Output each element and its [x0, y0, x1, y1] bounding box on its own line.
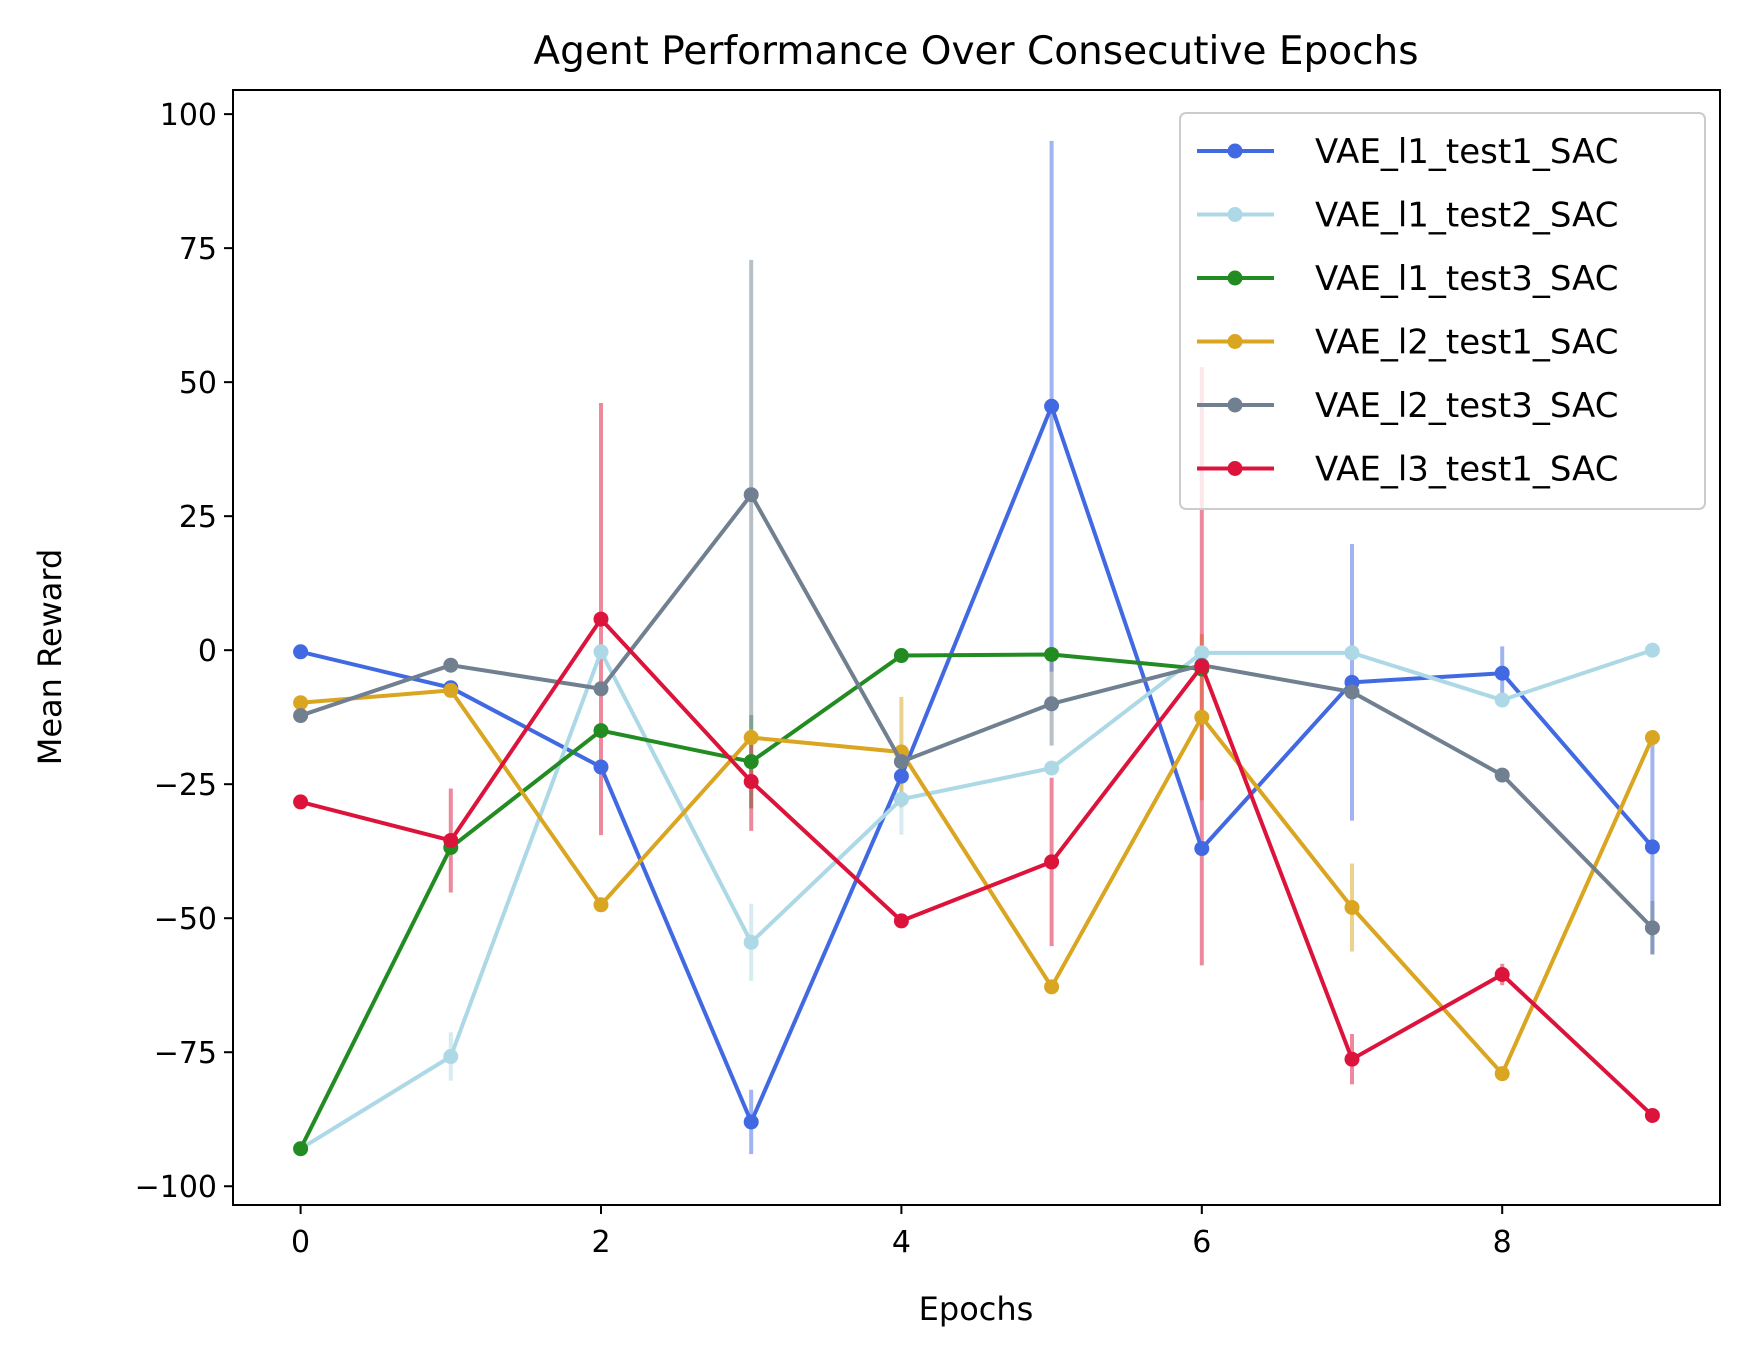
legend-label: VAE_l1_test2_SAC — [1315, 196, 1618, 236]
data-point — [293, 695, 309, 711]
series-line — [300, 688, 1655, 1076]
data-point — [443, 682, 459, 698]
legend-label: VAE_l1_test3_SAC — [1315, 259, 1618, 299]
data-point — [1194, 709, 1210, 725]
data-point — [1494, 692, 1510, 708]
data-point — [893, 754, 909, 770]
y-tick-label: −100 — [135, 1170, 217, 1205]
y-tick-label: 50 — [179, 366, 217, 401]
x-tick-label: 2 — [591, 1225, 610, 1260]
data-point — [743, 754, 759, 770]
data-point — [1494, 767, 1510, 783]
data-point — [593, 644, 609, 660]
data-point — [1494, 1066, 1510, 1082]
data-point — [1494, 966, 1510, 982]
data-point — [1044, 854, 1060, 870]
data-point — [593, 723, 609, 739]
data-point — [1344, 684, 1360, 700]
data-point — [1044, 646, 1060, 662]
legend-marker — [1227, 461, 1243, 476]
legend: VAE_l1_test1_SAC VAE_l1_test2_SAC VAE_l1_t… — [1179, 112, 1706, 510]
data-point — [443, 1049, 459, 1065]
x-axis-label: Epochs — [919, 1290, 1034, 1328]
y-tick-label: 75 — [179, 232, 217, 267]
legend-marker — [1227, 143, 1243, 159]
series-line — [299, 492, 1654, 930]
y-tick-label: 25 — [179, 500, 217, 535]
legend-marker — [1227, 270, 1243, 286]
y-tick-label: −75 — [154, 1036, 217, 1071]
data-point — [293, 1141, 309, 1157]
data-point — [1194, 645, 1210, 661]
legend-marker — [1227, 207, 1243, 222]
data-point — [1044, 979, 1060, 995]
data-point — [1194, 841, 1210, 857]
series-line — [300, 617, 1654, 1117]
data-point — [1644, 642, 1660, 658]
legend-label: VAE_l1_test1_SAC — [1315, 132, 1618, 172]
x-tick-label: 8 — [1493, 1225, 1512, 1260]
data-point — [443, 832, 459, 848]
x-tick-label: 0 — [291, 1225, 310, 1260]
legend-marker — [1227, 334, 1243, 349]
data-point — [893, 768, 909, 784]
y-tick-label: 100 — [160, 98, 217, 133]
data-point — [593, 897, 609, 913]
x-tick-label: 4 — [892, 1225, 911, 1260]
chart-title: Agent Performance Over Consecutive Epoch… — [533, 29, 1418, 74]
data-point — [743, 1114, 759, 1130]
data-point — [1644, 1107, 1660, 1123]
x-tick-label: 6 — [1192, 1225, 1211, 1260]
data-point — [593, 611, 609, 627]
axes-frame — [232, 89, 1721, 1206]
data-point — [1644, 839, 1660, 855]
data-point — [1644, 730, 1660, 746]
data-point — [1044, 398, 1060, 414]
series-line — [299, 648, 1654, 1151]
data-point — [1494, 665, 1510, 681]
data-point — [293, 644, 309, 660]
plot-area: 0 2 4 6 8 −100 −75 −50 −25 0 25 50 75 100 — [135, 89, 1721, 1260]
data-point — [1194, 658, 1210, 674]
data-point — [443, 657, 459, 673]
data-point — [593, 681, 609, 697]
data-point — [743, 934, 759, 950]
data-point — [293, 708, 309, 724]
data-point — [293, 794, 309, 810]
data-point — [1044, 760, 1060, 776]
data-point — [893, 913, 909, 929]
data-point — [593, 759, 609, 775]
data-point — [893, 648, 909, 664]
data-point — [893, 791, 909, 807]
data-point — [1344, 645, 1360, 661]
legend-label: VAE_l2_test3_SAC — [1315, 386, 1618, 426]
y-tick-label: −25 — [154, 768, 217, 803]
y-tick-label: 0 — [198, 634, 217, 669]
data-point — [1644, 920, 1660, 936]
data-point — [1344, 899, 1360, 915]
data-point — [743, 774, 759, 790]
data-point — [1044, 696, 1060, 712]
data-point — [743, 730, 759, 746]
legend-marker — [1227, 397, 1243, 413]
legend-box — [1179, 112, 1706, 510]
y-axis-label: Mean Reward — [31, 549, 69, 766]
data-point — [1344, 1051, 1360, 1067]
legend-label: VAE_l3_test1_SAC — [1315, 450, 1618, 490]
legend-label: VAE_l2_test1_SAC — [1315, 323, 1618, 363]
data-point — [743, 487, 759, 503]
y-tick-label: −50 — [154, 902, 217, 937]
